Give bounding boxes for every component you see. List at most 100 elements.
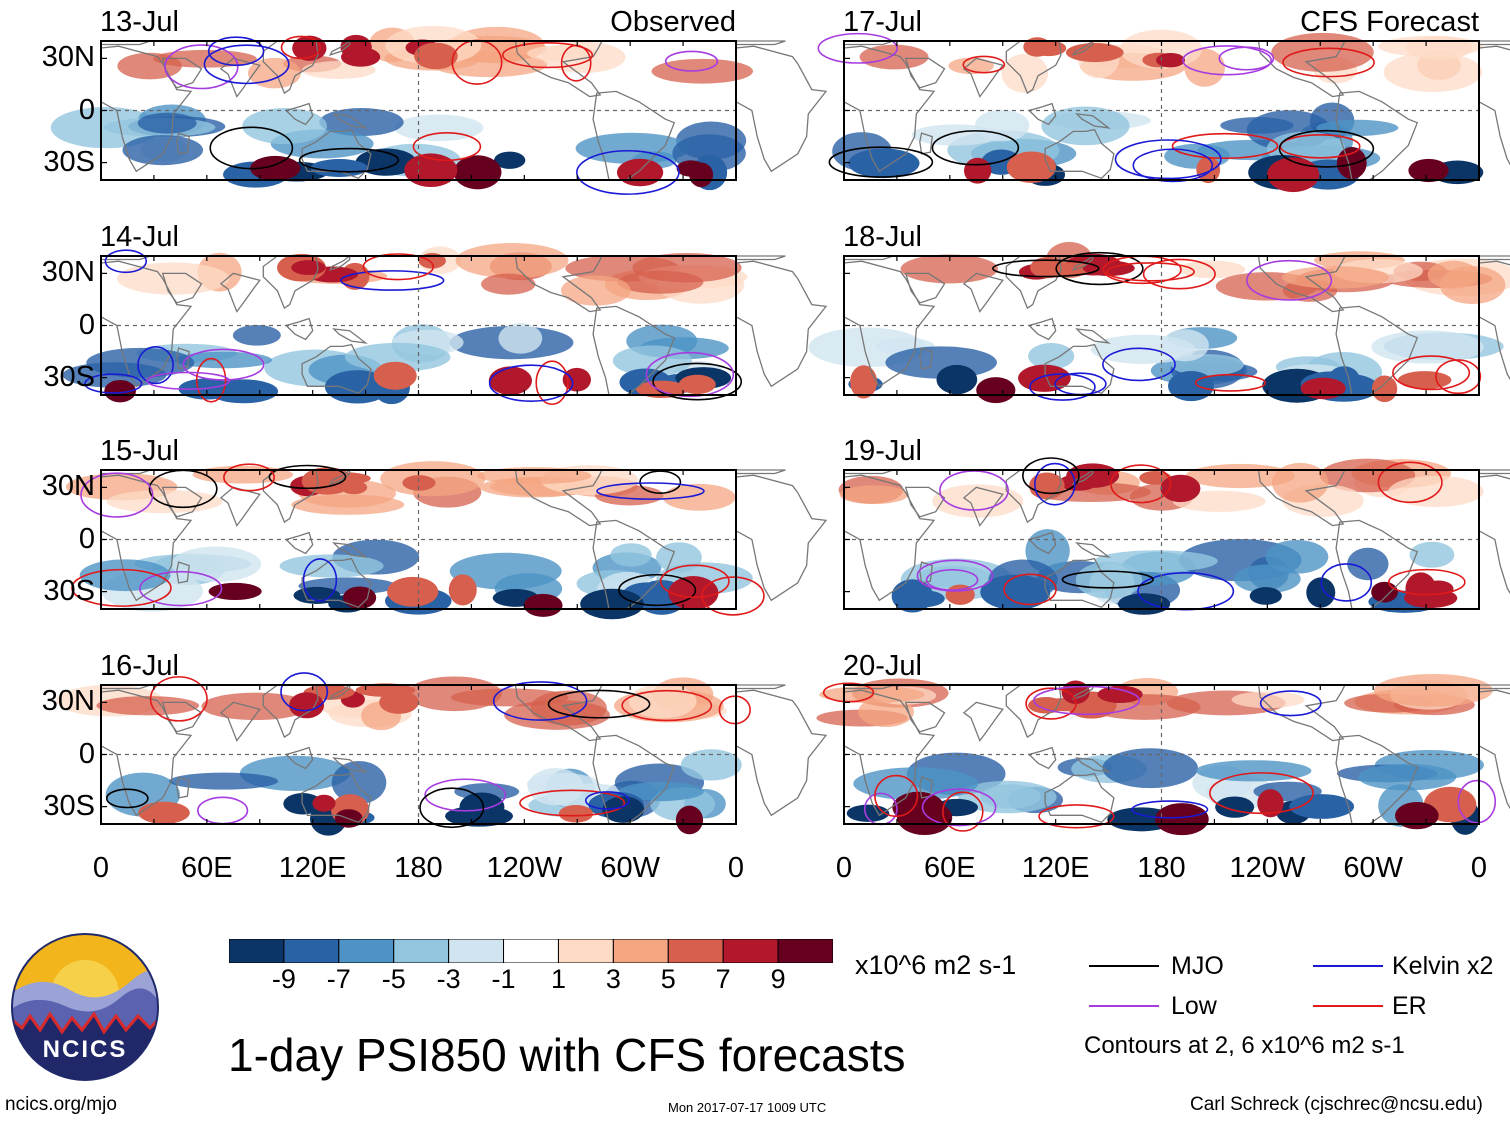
colorbar-tick-label: -1 [491,964,516,994]
panel-date-label: 13-Jul [100,6,179,38]
wave-contours [84,249,743,406]
panel-corner-label: Observed [610,6,736,38]
axis-ticks [100,685,737,824]
legend-line-kelvin [1313,965,1383,967]
panel-date-label: 14-Jul [100,221,179,253]
wave-contours [105,672,751,829]
y-tick-label: 0 [78,522,95,555]
units-label: x10^6 m2 s-1 [855,950,1017,980]
x-tick-label: 120W [1229,852,1306,884]
x-tick-label: 60E [181,852,233,884]
x-tick-label: 0 [835,852,853,884]
y-tick-label: 30N [41,41,95,74]
y-tick-label: 30N [41,256,95,289]
colorbar-swatch [448,939,505,963]
map-panel [817,29,1510,193]
panel-date-label: 16-Jul [100,650,179,682]
footer-timestamp: Mon 2017-07-17 1009 UTC [668,1100,827,1115]
legend-label-mjo: MJO [1171,952,1224,980]
y-tick-label: 30S [43,360,95,393]
legend-line-mjo [1089,965,1159,967]
continent-outlines [100,254,828,396]
colorbar-tick-label: 3 [605,964,621,994]
colorbar [229,939,833,963]
y-tick-label: 30N [41,470,95,503]
colorbar-tick-label: -9 [271,964,296,994]
wave-contours [916,457,1466,611]
y-tick-label: 30S [43,574,95,607]
continent-outlines [843,254,1510,396]
colorbar-swatch [338,939,395,963]
colorbar-swatch [612,939,669,963]
anomaly-field [808,241,1510,404]
y-tick-label: 0 [78,737,95,770]
x-tick-label: 120W [486,852,563,884]
x-tick-label: 120E [278,852,347,884]
colorbar-swatch [667,939,724,963]
ncics-logo: NCICS [11,933,159,1081]
colorbar-tick-label: -7 [326,964,351,994]
colorbar-tick-label: 1 [550,964,566,994]
chart-title: 1-day PSI850 with CFS forecasts [228,1029,906,1081]
anomaly-field [816,673,1493,836]
wave-contours [817,32,1375,183]
wave-contours [822,682,1497,832]
y-tick-label: 30S [43,145,95,178]
legend-label-kelvin: Kelvin x2 [1392,952,1494,980]
axis-ticks [843,685,1480,824]
x-tick-label: 120E [1021,852,1090,884]
footer-author[interactable]: Carl Schreck (cjschrec@ncsu.edu) [1190,1094,1483,1115]
axis-ticks [843,41,1480,180]
anomaly-field [50,25,754,191]
x-tick-label: 180 [1137,852,1186,884]
colorbar-tick-label: -3 [436,964,461,994]
x-tick-label: 60E [924,852,976,884]
y-tick-label: 0 [78,93,95,126]
axis-ticks [100,470,737,609]
contour-note: Contours at 2, 6 x10^6 m2 s-1 [1084,1032,1405,1059]
colorbar-swatch [393,939,450,963]
colorbar-swatch [503,939,559,963]
map-panel [808,241,1510,404]
colorbar-swatch [229,939,285,963]
panel-date-label: 17-Jul [843,6,922,38]
colorbar-tick-label: 5 [660,964,676,994]
colorbar-swatch [777,939,833,963]
legend-line-er [1313,1005,1383,1007]
x-tick-label: 0 [1470,852,1488,884]
colorbar-swatch [283,939,340,963]
axis-ticks [843,256,1480,395]
axis-ticks [843,470,1480,609]
wave-contours [71,463,765,616]
x-tick-label: 0 [727,852,745,884]
y-tick-label: 30S [43,789,95,822]
axis-ticks [100,41,737,180]
legend-label-low: Low [1171,992,1217,1020]
colorbar-swatch [722,939,779,963]
anomaly-field [838,458,1484,615]
x-tick-label: 180 [394,852,443,884]
panel-corner-label: CFS Forecast [1300,6,1479,38]
panel-date-label: 20-Jul [843,650,922,682]
x-tick-label: 60W [600,852,660,884]
legend-label-er: ER [1392,992,1427,1020]
axis-ticks [100,256,737,395]
logo-text: NCICS [43,1036,128,1063]
map-panel [62,242,828,406]
map-panel [65,461,828,620]
y-tick-label: 0 [78,308,95,341]
map-panel [816,673,1510,836]
colorbar-swatch [557,939,614,963]
map-panel [50,25,828,195]
footer-site[interactable]: ncics.org/mjo [5,1094,117,1115]
y-tick-label: 30N [41,685,95,718]
x-tick-label: 0 [92,852,110,884]
colorbar-tick-label: 7 [715,964,731,994]
panel-date-label: 18-Jul [843,221,922,253]
panel-date-label: 19-Jul [843,435,922,467]
map-panel [56,672,828,836]
legend-line-low [1089,1005,1159,1007]
x-tick-label: 60W [1343,852,1403,884]
panel-date-label: 15-Jul [100,435,179,467]
map-panel [838,457,1510,615]
